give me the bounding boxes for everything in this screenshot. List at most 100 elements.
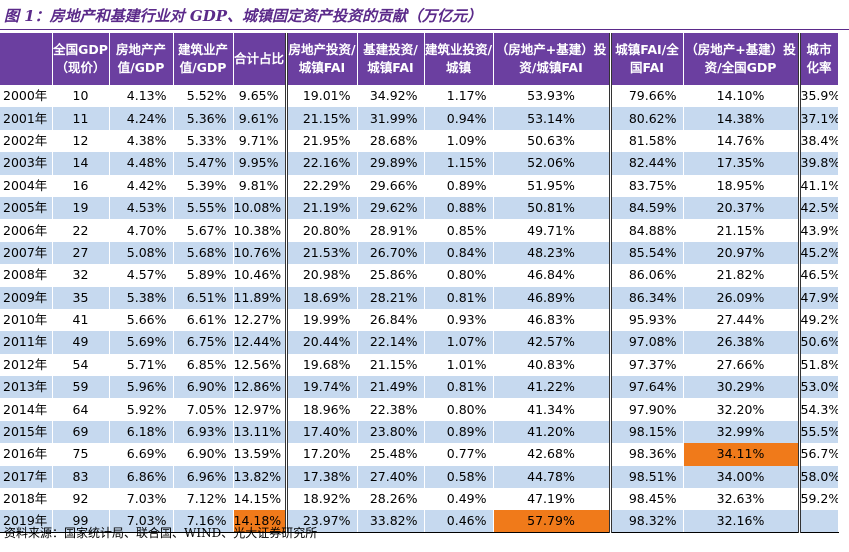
data-cell: 20.80% — [286, 219, 358, 242]
data-cell: 97.37% — [610, 353, 684, 377]
table-row: 2006年 22 4.70% 5.67% 10.38% 20.80% 28.91% 0.85%… — [0, 219, 839, 242]
data-cell: 41.22% — [493, 376, 612, 399]
table-row: 2005年 19 4.53% 5.55% 10.08% 21.19% 29.62% 0.88%… — [0, 196, 839, 220]
data-cell: 34.11% — [683, 443, 801, 466]
data-cell: 51.8% — [799, 353, 839, 377]
data-cell: 35 — [52, 286, 110, 309]
data-cell: 52.06% — [493, 152, 612, 175]
data-cell — [799, 510, 839, 534]
title-divider — [0, 29, 849, 30]
data-cell: 6.90% — [173, 443, 234, 466]
data-cell: 53.0% — [799, 376, 839, 399]
data-cell: 5.71% — [109, 353, 174, 377]
data-cell: 6.69% — [109, 443, 174, 466]
data-cell: 20.97% — [683, 241, 801, 265]
data-cell: 92 — [52, 488, 110, 511]
table-row: 2000年 10 4.13% 5.52% 9.65% 19.01% 34.92% 1.17% 5… — [0, 85, 839, 108]
table-row: 2009年 35 5.38% 6.51% 11.89% 18.69% 28.21% 0.81%… — [0, 286, 839, 309]
data-cell: 7.03% — [109, 488, 174, 511]
data-cell: 28.26% — [357, 488, 425, 511]
data-cell: 0.77% — [424, 443, 494, 466]
data-cell: 86.06% — [610, 264, 684, 287]
table-row: 2017年 83 6.86% 6.96% 13.82% 17.38% 27.40% 0.58%… — [0, 465, 839, 489]
table-row: 2019年 99 7.03% 7.16% 14.18% 23.97% 33.82% 0.46%… — [0, 510, 839, 534]
data-cell: 0.89% — [424, 420, 494, 444]
data-cell: 9.95% — [233, 152, 288, 175]
table-row: 2016年 75 6.69% 6.90% 13.59% 17.20% 25.48% 0.77%… — [0, 443, 839, 466]
table-row: 2007年 27 5.08% 5.68% 10.76% 21.53% 26.70% 0.84%… — [0, 241, 839, 265]
table-row: 2008年 32 4.57% 5.89% 10.46% 20.98% 25.86% 0.80%… — [0, 264, 839, 287]
data-cell: 18.92% — [286, 488, 358, 511]
data-cell: 80.62% — [610, 107, 684, 130]
data-cell: 26.09% — [683, 286, 801, 309]
column-header: （房地产+基建）投资/全国GDP — [683, 33, 801, 85]
data-cell: 0.81% — [424, 286, 494, 309]
data-cell: 9.65% — [233, 85, 288, 108]
data-cell: 4.24% — [109, 107, 174, 130]
data-cell: 10 — [52, 85, 110, 108]
data-cell: 82.44% — [610, 152, 684, 175]
year-cell: 2001年 — [0, 107, 53, 130]
data-cell: 21.95% — [286, 129, 358, 153]
data-cell: 4.70% — [109, 219, 174, 242]
data-cell: 41.20% — [493, 420, 612, 444]
data-cell: 25.48% — [357, 443, 425, 466]
data-cell: 79.66% — [610, 85, 684, 108]
data-cell: 32.63% — [683, 488, 801, 511]
data-cell: 58.0% — [799, 465, 839, 489]
table-row: 2003年 14 4.48% 5.47% 9.95% 22.16% 29.89% 1.15% 5… — [0, 152, 839, 175]
table-row: 2012年 54 5.71% 6.85% 12.56% 19.68% 21.15% 1.01%… — [0, 353, 839, 377]
data-cell: 46.89% — [493, 286, 612, 309]
data-cell: 12.44% — [233, 331, 288, 354]
year-cell: 2015年 — [0, 420, 53, 444]
data-cell: 97.90% — [610, 398, 684, 421]
data-cell: 47.19% — [493, 488, 612, 511]
data-cell: 6.75% — [173, 331, 234, 354]
data-cell: 17.38% — [286, 465, 358, 489]
data-cell: 34.00% — [683, 465, 801, 489]
data-cell: 44.78% — [493, 465, 612, 489]
table-row: 2018年 92 7.03% 7.12% 14.15% 18.92% 28.26% 0.49%… — [0, 488, 839, 511]
data-cell: 32.20% — [683, 398, 801, 421]
data-cell: 1.15% — [424, 152, 494, 175]
data-cell: 51.95% — [493, 174, 612, 197]
data-cell: 6.90% — [173, 376, 234, 399]
data-cell: 50.6% — [799, 331, 839, 354]
data-cell: 10.08% — [233, 196, 288, 220]
data-cell: 12.27% — [233, 308, 288, 332]
data-cell: 28.68% — [357, 129, 425, 153]
data-cell: 84.88% — [610, 219, 684, 242]
data-cell: 5.55% — [173, 196, 234, 220]
data-cell: 45.2% — [799, 241, 839, 265]
data-cell: 14.38% — [683, 107, 801, 130]
data-cell: 53.14% — [493, 107, 612, 130]
data-cell: 49.71% — [493, 219, 612, 242]
table-row: 2011年 49 5.69% 6.75% 12.44% 20.44% 22.14% 1.07%… — [0, 331, 839, 354]
data-cell: 20.44% — [286, 331, 358, 354]
data-cell: 29.66% — [357, 174, 425, 197]
data-cell: 43.9% — [799, 219, 839, 242]
data-cell: 6.18% — [109, 420, 174, 444]
year-cell: 2013年 — [0, 376, 53, 399]
data-cell: 6.85% — [173, 353, 234, 377]
data-cell: 5.38% — [109, 286, 174, 309]
data-cell: 6.61% — [173, 308, 234, 332]
data-cell: 1.17% — [424, 85, 494, 108]
data-cell: 85.54% — [610, 241, 684, 265]
year-cell: 2018年 — [0, 488, 53, 511]
data-cell: 83.75% — [610, 174, 684, 197]
year-cell: 2012年 — [0, 353, 53, 377]
data-cell: 10.46% — [233, 264, 288, 287]
figure-title: 图 1：房地产和基建行业对 GDP、城镇固定资产投资的贡献（万亿元） — [4, 7, 482, 25]
data-cell: 40.83% — [493, 353, 612, 377]
data-cell: 16 — [52, 174, 110, 197]
data-cell: 50.81% — [493, 196, 612, 220]
data-cell: 12.56% — [233, 353, 288, 377]
data-cell: 55.5% — [799, 420, 839, 444]
data-cell: 99 — [52, 510, 110, 534]
data-cell: 0.93% — [424, 308, 494, 332]
data-cell: 14.10% — [683, 85, 801, 108]
data-cell: 17.40% — [286, 420, 358, 444]
year-cell: 2006年 — [0, 219, 53, 242]
data-cell: 29.62% — [357, 196, 425, 220]
